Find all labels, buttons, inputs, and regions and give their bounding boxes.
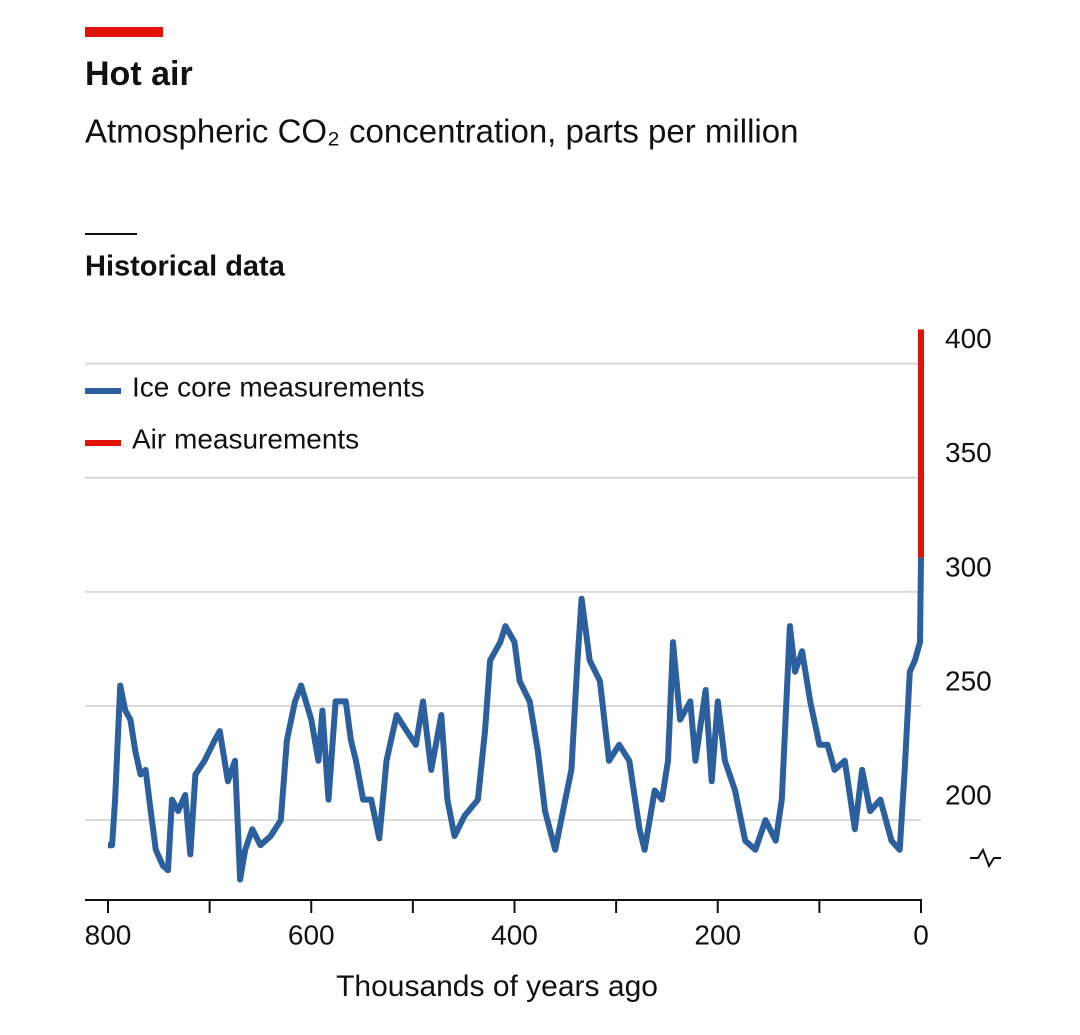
chart-subtitle: Atmospheric CO₂ concentration, parts per…	[85, 113, 798, 150]
series-line	[108, 557, 924, 883]
legend-label: Ice core measurements	[132, 371, 425, 402]
axis-break	[970, 847, 1001, 869]
x-tick-label: 800	[85, 919, 132, 950]
y-tick-label: 250	[945, 665, 992, 696]
x-tick-label: 400	[491, 919, 538, 950]
section-title: Historical data	[85, 251, 286, 283]
y-tick-label: 300	[945, 551, 992, 582]
y-tick-label: 200	[945, 780, 992, 811]
y-tick-label: 350	[945, 437, 992, 468]
title-bar	[85, 27, 163, 37]
chart-title: Hot air	[85, 55, 193, 93]
x-tick-label: 0	[913, 919, 929, 950]
x-tick-label: 200	[694, 919, 741, 950]
x-axis-title: Thousands of years ago	[336, 970, 658, 1003]
x-tick-label: 600	[288, 919, 335, 950]
legend-label: Air measurements	[132, 423, 359, 454]
y-tick-label: 400	[945, 323, 992, 354]
